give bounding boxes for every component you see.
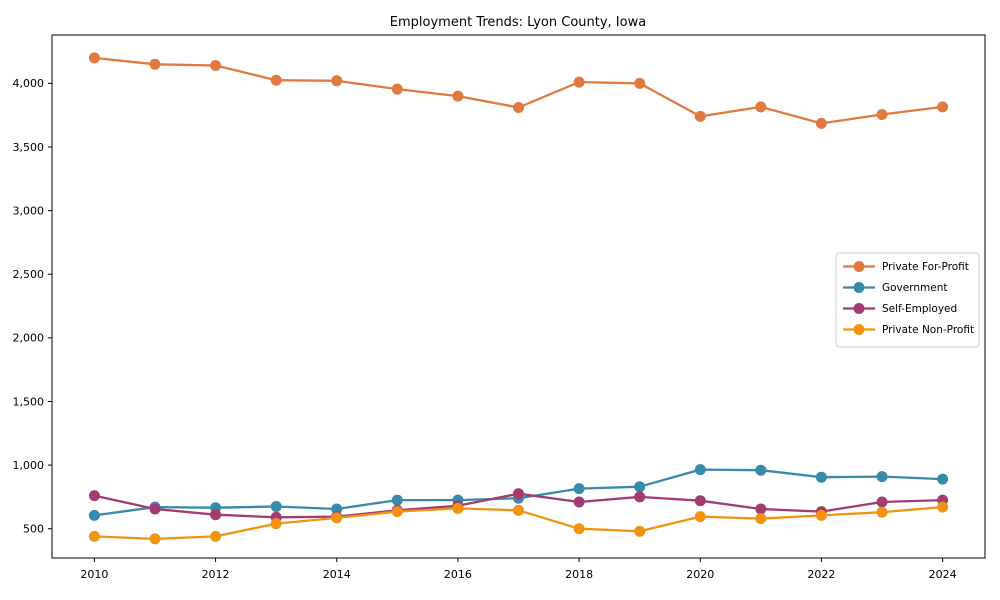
data-point-marker — [210, 60, 222, 71]
x-tick-label: 2016 — [444, 568, 472, 581]
data-point-marker — [88, 509, 100, 521]
data-point-marker — [694, 495, 706, 507]
data-point-marker — [876, 496, 888, 508]
legend-label: Private Non-Profit — [882, 324, 974, 336]
data-point-marker — [937, 101, 949, 113]
y-tick-label: 500 — [23, 523, 44, 536]
series-line-private-for-profit — [94, 56, 943, 125]
data-point-marker — [270, 501, 282, 512]
data-point-marker — [573, 483, 585, 495]
x-tick-label: 2018 — [565, 568, 593, 581]
data-point-marker — [88, 490, 100, 502]
data-point-marker — [876, 109, 888, 120]
y-tick-label: 1,000 — [13, 459, 45, 472]
data-point-marker — [937, 473, 949, 485]
legend-marker — [853, 261, 865, 272]
legend-label: Self-Employed — [882, 303, 957, 315]
x-tick-label: 2024 — [929, 568, 957, 581]
data-point-marker — [149, 503, 161, 515]
data-point-marker — [815, 471, 827, 483]
legend-label: Government — [882, 282, 947, 294]
data-point-marker — [815, 117, 827, 129]
data-point-marker — [391, 83, 403, 95]
y-tick-label: 2,500 — [13, 268, 45, 281]
data-point-marker — [876, 506, 888, 518]
data-point-marker — [513, 488, 524, 500]
data-point-marker — [755, 503, 767, 515]
chart-title: Employment Trends: Lyon County, Iowa — [390, 15, 646, 30]
y-tick-label: 2,000 — [13, 332, 45, 345]
y-tick-label: 1,500 — [13, 395, 45, 408]
data-point-marker — [634, 77, 646, 89]
data-point-marker — [573, 496, 585, 508]
data-point-marker — [391, 506, 403, 518]
x-tick-label: 2010 — [80, 568, 108, 581]
data-point-marker — [331, 75, 343, 87]
data-point-marker — [876, 471, 888, 483]
x-tick-label: 2014 — [323, 568, 351, 581]
data-point-marker — [755, 513, 767, 525]
legend-label: Private For-Profit — [882, 261, 969, 273]
legend-marker — [853, 324, 865, 335]
data-point-marker — [210, 509, 222, 521]
data-point-marker — [634, 481, 646, 493]
data-point-marker — [149, 58, 161, 70]
data-point-marker — [573, 523, 585, 535]
data-point-marker — [210, 530, 222, 542]
x-tick-label: 2012 — [202, 568, 230, 581]
data-point-marker — [513, 504, 524, 516]
data-point-marker — [694, 110, 706, 122]
legend-box — [835, 252, 980, 348]
data-point-marker — [694, 511, 706, 523]
data-point-marker — [694, 464, 706, 476]
data-point-marker — [573, 76, 585, 88]
data-point-marker — [755, 101, 767, 113]
data-point-marker — [452, 502, 464, 514]
data-point-marker — [149, 533, 161, 545]
y-tick-label: 4,000 — [13, 77, 45, 90]
data-point-marker — [331, 503, 343, 515]
data-point-marker — [88, 52, 100, 64]
data-point-marker — [452, 90, 464, 102]
data-point-marker — [270, 518, 282, 530]
x-tick-label: 2020 — [686, 568, 714, 581]
data-point-marker — [270, 74, 282, 86]
data-point-marker — [634, 491, 646, 503]
data-point-marker — [755, 464, 767, 476]
data-point-marker — [513, 102, 524, 113]
legend-marker — [853, 282, 865, 293]
y-tick-label: 3,500 — [13, 141, 45, 154]
plot-border — [51, 34, 986, 559]
legend-marker — [853, 303, 865, 314]
data-point-marker — [815, 509, 827, 521]
y-tick-label: 3,000 — [13, 204, 45, 217]
x-tick-label: 2022 — [807, 568, 835, 581]
data-point-marker — [88, 530, 100, 542]
data-point-marker — [937, 501, 949, 513]
data-point-marker — [331, 512, 343, 524]
data-point-marker — [391, 494, 403, 506]
data-point-marker — [634, 525, 646, 537]
